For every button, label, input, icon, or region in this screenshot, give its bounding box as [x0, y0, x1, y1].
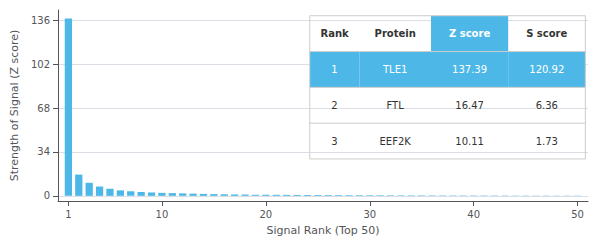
svg-text:3: 3	[331, 136, 337, 147]
svg-text:1.73: 1.73	[536, 136, 558, 147]
svg-text:68: 68	[37, 103, 50, 114]
svg-text:20: 20	[259, 209, 272, 220]
svg-text:Signal Rank (Top 50): Signal Rank (Top 50)	[267, 224, 380, 237]
svg-text:Protein: Protein	[375, 28, 416, 39]
svg-text:40: 40	[467, 209, 480, 220]
svg-text:50: 50	[571, 209, 584, 220]
svg-text:10: 10	[156, 209, 169, 220]
svg-text:16.47: 16.47	[455, 100, 484, 111]
svg-text:34: 34	[37, 146, 50, 157]
svg-text:2: 2	[331, 100, 337, 111]
svg-text:10.11: 10.11	[455, 136, 484, 147]
svg-text:6.36: 6.36	[536, 100, 558, 111]
svg-text:136: 136	[31, 15, 50, 26]
svg-text:TLE1: TLE1	[382, 64, 407, 75]
svg-text:102: 102	[31, 59, 50, 70]
svg-text:120.92: 120.92	[529, 64, 564, 75]
svg-text:137.39: 137.39	[452, 64, 487, 75]
svg-text:1: 1	[331, 64, 337, 75]
svg-text:Rank: Rank	[320, 28, 349, 39]
svg-text:Strength of Signal (Z score): Strength of Signal (Z score)	[8, 30, 21, 182]
svg-text:EEF2K: EEF2K	[380, 136, 412, 147]
svg-text:30: 30	[363, 209, 376, 220]
svg-text:FTL: FTL	[387, 100, 405, 111]
svg-text:S score: S score	[526, 28, 567, 39]
svg-text:Z score: Z score	[449, 28, 490, 39]
svg-text:0: 0	[44, 190, 50, 201]
svg-text:1: 1	[65, 209, 71, 220]
